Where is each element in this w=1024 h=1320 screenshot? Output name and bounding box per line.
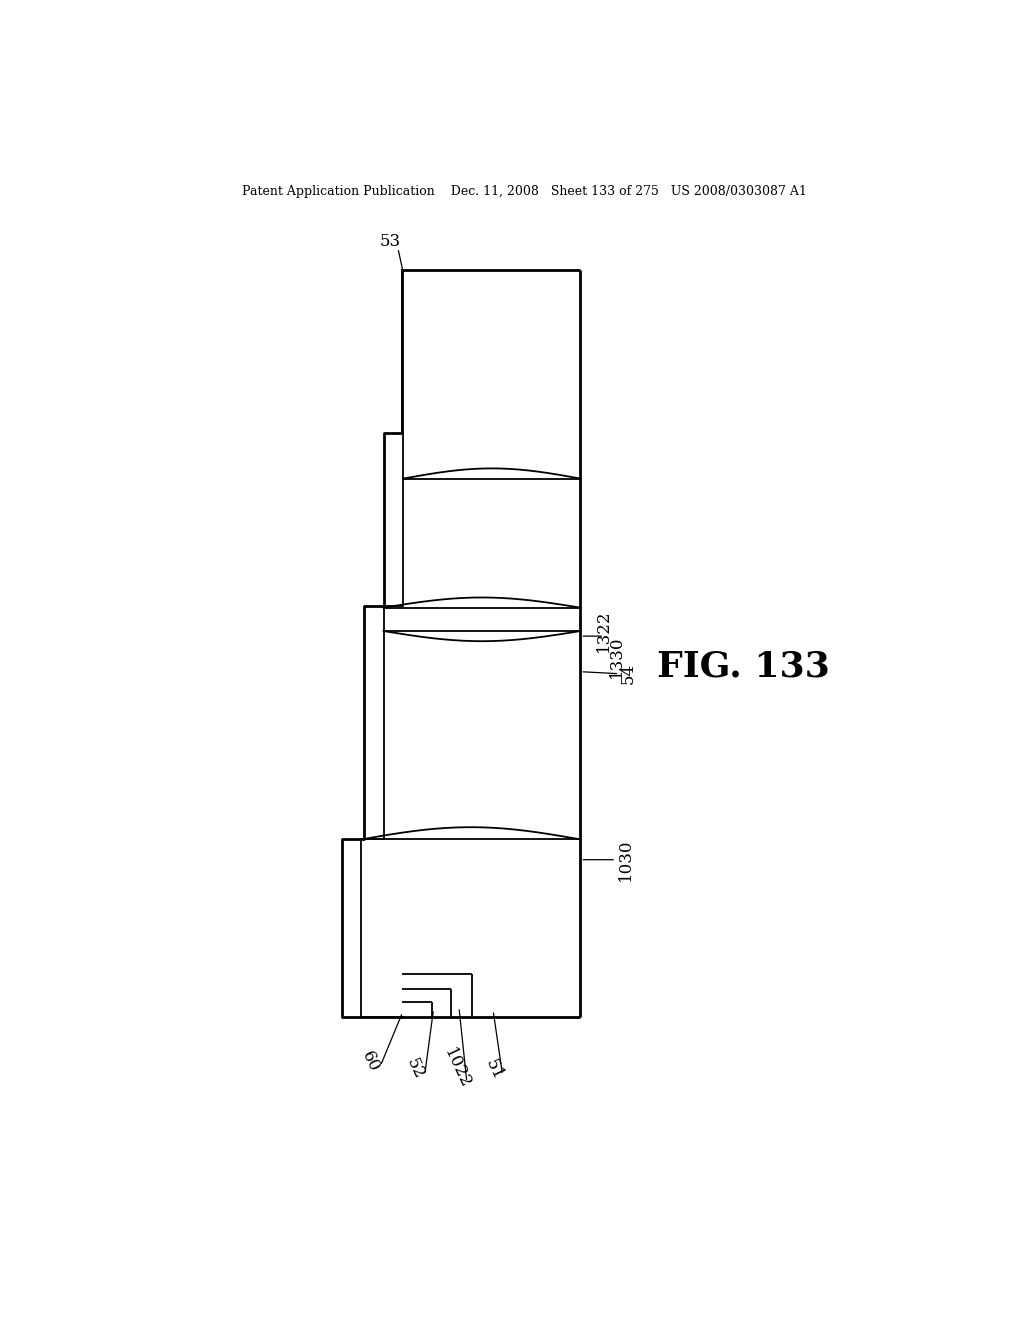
Text: 1030: 1030 xyxy=(616,838,634,880)
Text: 60: 60 xyxy=(357,1049,382,1076)
Text: 1330: 1330 xyxy=(608,635,625,677)
Text: 51: 51 xyxy=(482,1057,507,1084)
Text: 52: 52 xyxy=(403,1056,427,1082)
Text: 1322: 1322 xyxy=(595,610,611,652)
Text: FIG. 133: FIG. 133 xyxy=(656,649,829,684)
Text: 54: 54 xyxy=(620,663,637,684)
Text: Patent Application Publication    Dec. 11, 2008   Sheet 133 of 275   US 2008/030: Patent Application Publication Dec. 11, … xyxy=(243,185,807,198)
Text: 1022: 1022 xyxy=(440,1045,474,1092)
Text: 53: 53 xyxy=(379,234,400,251)
